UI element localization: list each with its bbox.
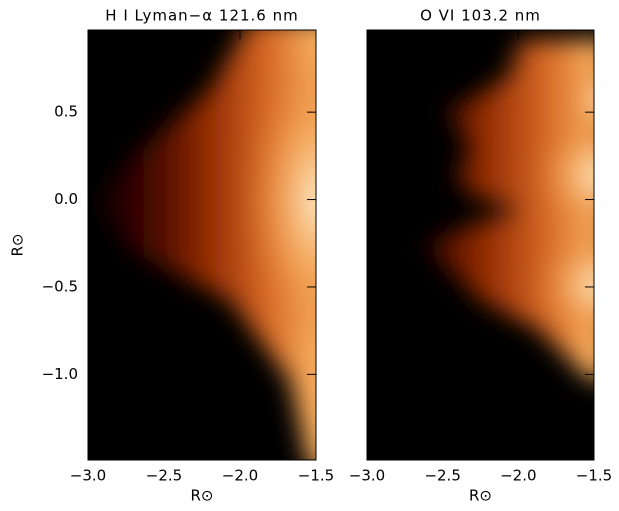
x-tick-label: −2.5 [146,467,182,485]
y-tick-label: 0.5 [54,103,78,121]
x-tick-label: −2.0 [222,467,258,485]
panel-title: O VI 103.2 nm [420,7,541,25]
x-tick-label: −3.0 [349,467,385,485]
x-tick-label: −1.5 [576,467,612,485]
x-tick-label: −2.0 [500,467,536,485]
y-axis-label: R⊙ [9,234,27,257]
x-tick-label: −3.0 [70,467,106,485]
plot-frame [366,29,595,461]
x-tick-label: −1.5 [298,467,334,485]
panel-title: H I Lyman−α 121.6 nm [105,7,298,25]
x-axis-label: R⊙ [469,487,492,505]
x-axis-label: R⊙ [191,487,214,505]
y-tick-label: −1.0 [42,365,78,383]
y-tick-label: 0.0 [54,190,78,208]
plot-frame [87,29,317,461]
image-panel [367,30,594,460]
x-tick-label: −2.5 [424,467,460,485]
image-panel [88,30,316,460]
y-tick-label: −0.5 [42,277,78,295]
